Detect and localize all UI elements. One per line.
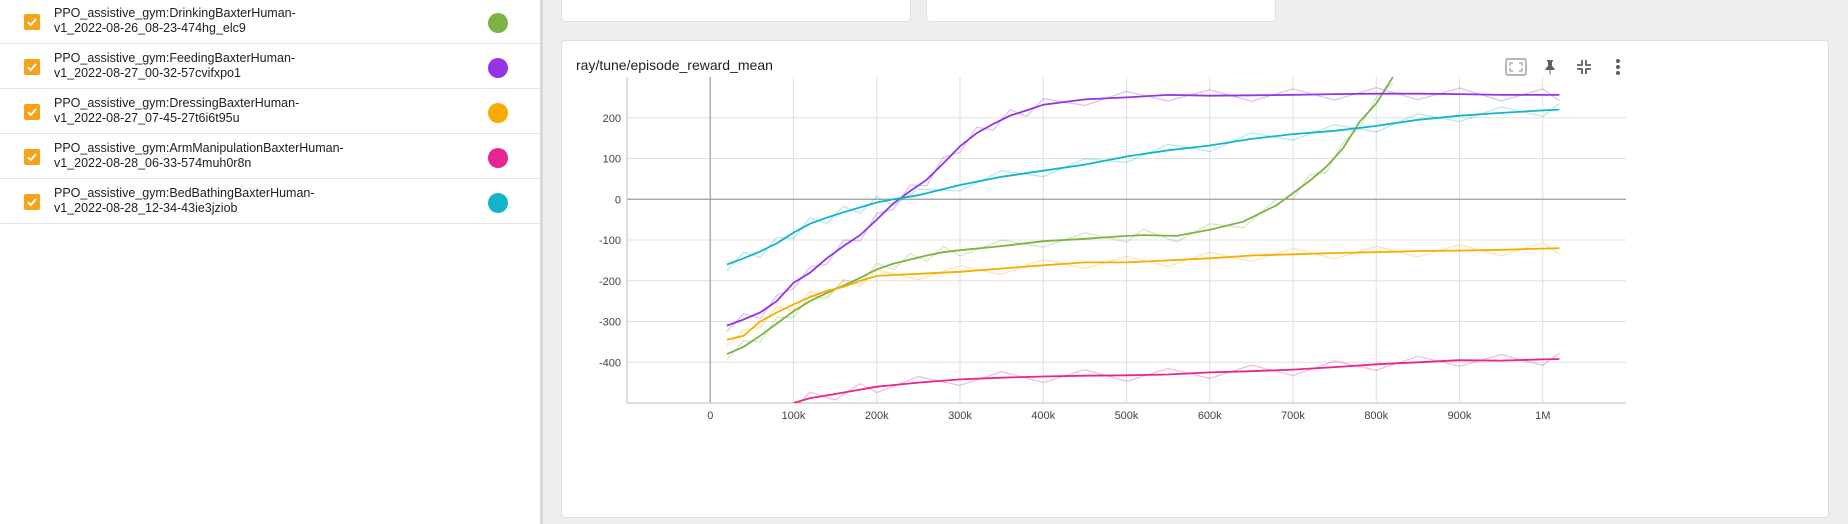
series-raw-line	[726, 241, 1560, 347]
more-vert-icon	[1616, 59, 1620, 75]
run-name-line2: v1_2022-08-27_07-45-27t6i6t95u	[54, 111, 240, 125]
run-name-line1: PPO_assistive_gym:DressingBaxterHuman-	[54, 96, 300, 110]
chart-card-above-right	[926, 0, 1276, 22]
more-options-button[interactable]	[1604, 53, 1632, 81]
fit-domain-icon	[1505, 58, 1527, 76]
x-tick-label: 400k	[1031, 410, 1055, 422]
x-tick-label: 300k	[948, 410, 972, 422]
run-name: PPO_assistive_gym:DressingBaxterHuman-v1…	[54, 96, 384, 126]
x-tick-label: 1M	[1535, 410, 1550, 422]
run-name: PPO_assistive_gym:BedBathingBaxterHuman-…	[54, 186, 384, 216]
run-name: PPO_assistive_gym:FeedingBaxterHuman-v1_…	[54, 51, 384, 81]
run-row[interactable]: PPO_assistive_gym:BedBathingBaxterHuman-…	[0, 180, 540, 224]
run-color-swatch[interactable]	[488, 193, 508, 213]
checkmark-icon	[27, 153, 37, 162]
run-color-swatch[interactable]	[488, 103, 508, 123]
run-row[interactable]: PPO_assistive_gym:ArmManipulationBaxterH…	[0, 135, 540, 179]
run-color-swatch[interactable]	[488, 13, 508, 33]
run-name: PPO_assistive_gym:ArmManipulationBaxterH…	[54, 141, 384, 171]
run-checkbox[interactable]	[24, 14, 40, 30]
run-checkbox[interactable]	[24, 194, 40, 210]
run-name-line2: v1_2022-08-27_00-32-57cvifxpo1	[54, 66, 241, 80]
run-name-line1: PPO_assistive_gym:DrinkingBaxterHuman-	[54, 6, 296, 20]
y-tick-label: -100	[599, 235, 621, 247]
run-row[interactable]: PPO_assistive_gym:FeedingBaxterHuman-v1_…	[0, 45, 540, 89]
run-selector-panel: PPO_assistive_gym:DrinkingBaxterHuman-v1…	[0, 0, 540, 524]
x-tick-label: 0	[707, 410, 713, 422]
y-tick-label: 100	[603, 154, 621, 166]
checkmark-icon	[27, 18, 37, 27]
y-tick-label: -400	[599, 357, 621, 369]
main-content-area: ray/tune/episode_reward_mean 0 100k 200k 30…	[543, 0, 1848, 524]
line-chart[interactable]: 0 100k 200k 300k 400k 500k 600k 700k 800k 900k 1M -…	[562, 41, 1830, 519]
series-line[interactable]	[726, 77, 1394, 355]
run-color-swatch[interactable]	[488, 58, 508, 78]
collapse-button[interactable]	[1570, 53, 1598, 81]
y-tick-label: 200	[603, 113, 621, 125]
checkmark-icon	[27, 108, 37, 117]
run-color-swatch[interactable]	[488, 148, 508, 168]
y-tick-label: -300	[599, 317, 621, 329]
pin-icon	[1545, 60, 1555, 75]
run-row[interactable]: PPO_assistive_gym:DrinkingBaxterHuman-v1…	[0, 0, 540, 44]
series-line[interactable]	[726, 108, 1560, 266]
run-name-line2: v1_2022-08-26_08-23-474hg_elc9	[54, 21, 246, 35]
series-line[interactable]	[726, 92, 1560, 327]
chart-card-above-left	[561, 0, 911, 22]
run-name-line2: v1_2022-08-28_06-33-574muh0r8n	[54, 156, 252, 170]
run-row[interactable]: PPO_assistive_gym:DressingBaxterHuman-v1…	[0, 90, 540, 134]
run-name-line1: PPO_assistive_gym:ArmManipulationBaxterH…	[54, 141, 344, 155]
fit-domain-button[interactable]	[1502, 53, 1530, 81]
series-raw-line	[726, 87, 1560, 333]
y-tick-label: 0	[615, 194, 621, 206]
x-tick-label: 100k	[782, 410, 806, 422]
run-name-line1: PPO_assistive_gym:BedBathingBaxterHuman-	[54, 186, 315, 200]
run-checkbox[interactable]	[24, 59, 40, 75]
x-tick-label: 200k	[865, 410, 889, 422]
panel-resize-handle[interactable]	[540, 0, 543, 524]
run-name-line1: PPO_assistive_gym:FeedingBaxterHuman-	[54, 51, 296, 65]
series-line[interactable]	[793, 358, 1560, 403]
run-name-line2: v1_2022-08-28_12-34-43ie3jziob	[54, 201, 238, 215]
collapse-icon	[1577, 60, 1591, 74]
series-raw-line	[726, 82, 1394, 361]
run-name: PPO_assistive_gym:DrinkingBaxterHuman-v1…	[54, 6, 384, 36]
series-line[interactable]	[726, 247, 1560, 341]
x-tick-label: 800k	[1364, 410, 1388, 422]
pin-button[interactable]	[1536, 53, 1564, 81]
x-tick-label: 900k	[1448, 410, 1472, 422]
x-tick-label: 600k	[1198, 410, 1222, 422]
run-checkbox[interactable]	[24, 149, 40, 165]
checkmark-icon	[27, 198, 37, 207]
y-tick-label: -200	[599, 276, 621, 288]
x-tick-label: 500k	[1115, 410, 1139, 422]
series-group	[726, 77, 1560, 403]
chart-card: ray/tune/episode_reward_mean 0 100k 200k 30…	[561, 40, 1829, 518]
chart-title: ray/tune/episode_reward_mean	[576, 57, 773, 73]
x-tick-label: 700k	[1281, 410, 1305, 422]
checkmark-icon	[27, 63, 37, 72]
series-raw-line	[726, 103, 1560, 271]
run-checkbox[interactable]	[24, 104, 40, 120]
